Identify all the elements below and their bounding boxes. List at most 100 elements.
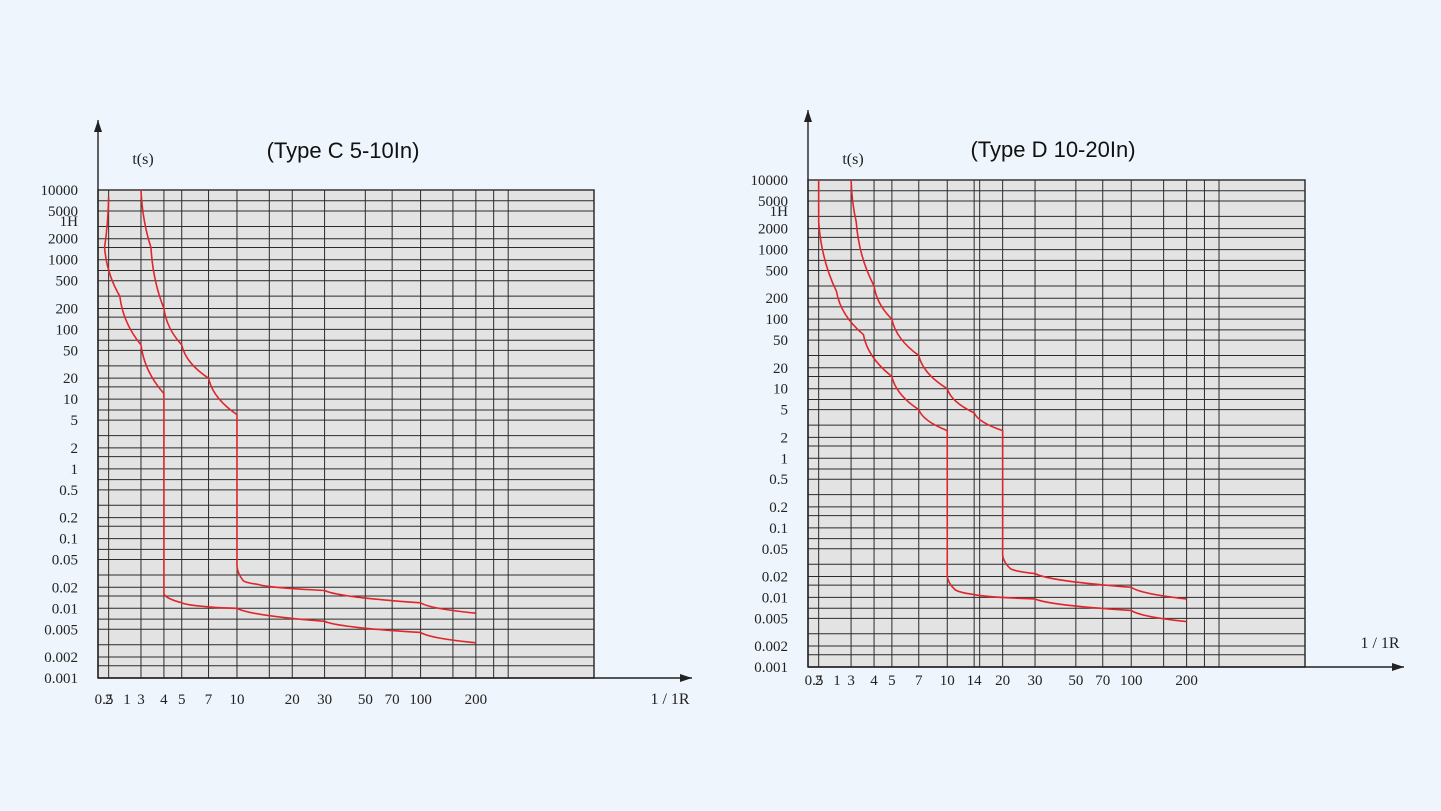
y-tick-label: 0.01 [762,590,788,606]
y-tick-label: 200 [56,301,79,317]
x-tick-label: 100 [409,692,432,708]
type-d-x-axis-label: 1 / 1R [1360,635,1399,652]
x-tick-label: 100 [1120,673,1143,689]
x-tick-label: 3 [847,673,855,689]
y-tick-label: 10000 [41,183,79,199]
y-tick-label: 20 [773,361,788,377]
y-tick-label: 1000 [48,253,78,269]
x-tick-label: 10 [229,692,244,708]
x-tick-label: 14 [967,673,983,689]
y-tick-label: 0.05 [52,553,78,569]
y-tick-label: 0.002 [44,650,78,666]
plot-area [807,179,1306,668]
plot-area [97,189,595,679]
y-tick-label: 0.2 [769,500,788,516]
y-tick-label: 20 [63,371,78,387]
type-d-title: (Type D 10-20In) [970,137,1135,162]
x-tick-label: 7 [205,692,213,708]
x-tick-label: 20 [285,692,300,708]
y-tick-label: 0.02 [52,580,78,596]
y-tick-label: 0.1 [59,532,78,548]
type-c-chart: 1000050001H200010005002001005020105210.5… [41,120,692,708]
trip-curve-upper [140,189,476,615]
x-tick-label: 0.5 [805,673,824,689]
x-tick-label: 1 [833,673,841,689]
y-tick-label: 5 [781,403,789,419]
y-tick-label: 2000 [48,232,78,248]
y-tick-label: 0.001 [44,671,78,687]
type-c-title: (Type C 5-10In) [267,138,420,163]
type-c-y-axis-label: t(s) [132,151,153,168]
type-d-curves [817,179,1187,623]
y-tick-label: 1 [781,451,789,467]
y-tick-label: 2 [781,430,789,446]
x-axis-arrow [1392,663,1404,671]
y-tick-label: 5000 [48,204,78,220]
y-tick-label: 5000 [758,194,788,210]
y-tick-label: 200 [766,291,789,307]
type-c-grid [94,120,692,682]
x-tick-label: 5 [178,692,186,708]
trip-curve-upper [850,179,1187,600]
type-d-chart: 1000050001H200010005002001005020105210.5… [751,110,1404,689]
type-d-x-ticks: 0.5 12 3 4 5 7 10 14 20 30 50 70 100 200 [805,673,1198,689]
type-c-curves [103,189,476,644]
y-tick-label: 0.02 [762,569,788,585]
type-d-grid [804,110,1404,671]
y-tick-label: 1H [60,214,79,230]
x-tick-label: 20 [995,673,1010,689]
x-tick-label: 200 [465,692,488,708]
type-d-y-axis-label: t(s) [842,151,863,168]
trip-curve-lower [103,196,476,644]
x-tick-label: 10 [940,673,955,689]
x-tick-label: 2 [815,673,823,689]
x-tick-label: 200 [1175,673,1198,689]
x-tick-label: 4 [160,692,168,708]
x-tick-label: 3 [137,692,145,708]
x-tick-label: 5 [888,673,896,689]
y-tick-label: 2000 [758,222,788,238]
x-tick-label: 50 [1068,673,1083,689]
y-tick-label: 1H [770,204,789,220]
y-tick-label: 0.5 [769,472,788,488]
y-tick-label: 50 [773,333,788,349]
y-tick-label: 100 [766,312,789,328]
y-axis-arrow [94,120,102,132]
y-tick-label: 0.2 [59,511,78,527]
type-c-x-axis-label: 1 / 1R [650,691,689,708]
x-tick-label: 7 [915,673,923,689]
trip-curve-lower [817,180,1187,623]
type-c-x-ticks: 0.5 12 3 4 5 7 10 20 30 50 70 100 200 [95,692,487,708]
x-tick-label: 4 [870,673,878,689]
y-tick-label: 1000 [758,243,788,259]
y-tick-label: 0.002 [754,639,788,655]
y-tick-label: 500 [766,264,789,280]
x-tick-label: 70 [385,692,400,708]
y-tick-label: 100 [56,322,79,338]
x-tick-label: 2 [105,692,113,708]
x-tick-label: 70 [1095,673,1110,689]
y-tick-label: 10000 [751,173,789,189]
y-tick-label: 5 [71,413,79,429]
y-tick-label: 0.005 [754,611,788,627]
x-tick-label: 50 [358,692,373,708]
y-tick-label: 0.005 [44,622,78,638]
x-tick-label: 1 [123,692,131,708]
y-tick-label: 0.5 [59,483,78,499]
y-tick-label: 0.001 [754,660,788,676]
y-axis-arrow [804,110,812,122]
y-tick-label: 10 [63,392,78,408]
y-tick-label: 0.05 [762,542,788,558]
x-tick-label: 30 [317,692,332,708]
y-tick-label: 0.1 [769,521,788,537]
y-tick-label: 10 [773,382,788,398]
y-tick-label: 0.01 [52,601,78,617]
y-tick-label: 2 [71,441,79,457]
x-tick-label: 30 [1028,673,1043,689]
y-tick-label: 50 [63,343,78,359]
x-axis-arrow [680,674,692,682]
y-tick-label: 500 [56,274,79,290]
